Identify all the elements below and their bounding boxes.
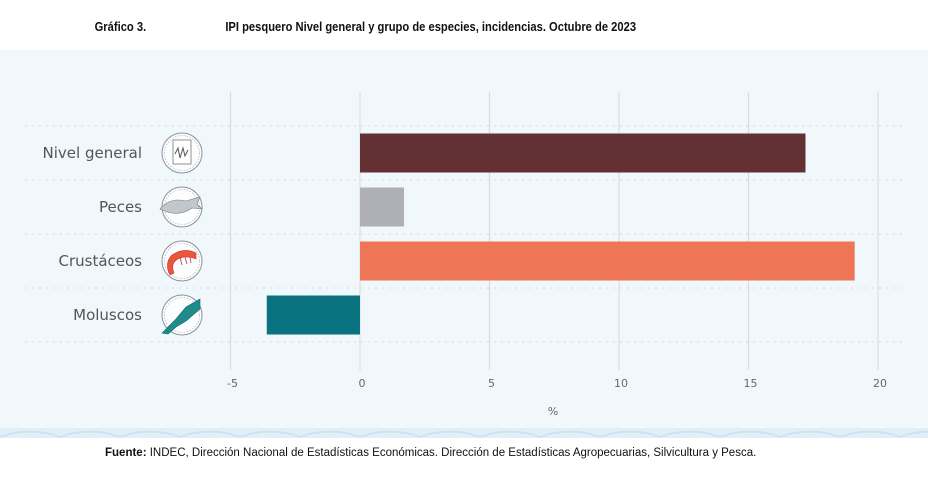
figure-number: Gráfico 3. [94,19,147,34]
source-text: INDEC, Dirección Nacional de Estadística… [146,447,757,459]
bar-peces [360,187,405,227]
shrimp-shape [167,250,197,276]
fish-shape [159,196,203,214]
shrimp-icon [161,240,203,282]
x-tick-label: 15 [744,377,758,390]
fish-icon [159,186,203,228]
chart-header: Gráfico 3. IPI pesquero Nivel general y … [0,19,798,39]
x-tick-label: 10 [614,377,628,390]
x-tick-label: 5 [488,377,495,390]
category-label: Nivel general [43,144,142,162]
bar-nivel-general [360,133,806,173]
bars [266,133,855,335]
decorative-wave [0,428,928,438]
chart-title: IPI pesquero Nivel general y grupo de es… [225,19,637,34]
squid-shape [161,298,201,335]
squid-icon [161,294,203,336]
shrimp-legs [179,256,192,266]
category-icons [159,132,203,336]
chart-document-icon [161,132,203,174]
bar-chart: Nivel general Peces Crustáceos Moluscos -5 0… [25,92,905,418]
x-tick-label: -5 [227,377,238,390]
x-axis-label: % [548,405,558,418]
icon-ring-inner [164,135,200,171]
source-note: Fuente: INDEC, Dirección Nacional de Est… [105,447,756,459]
x-tick-label: 0 [359,377,366,390]
chart-background [0,50,928,430]
icon-ring-inner [164,297,200,333]
bar-moluscos [266,295,360,335]
wave-line [174,146,189,159]
x-tick-label: 20 [873,377,887,390]
icon-ring-inner [164,243,200,279]
category-label: Crustáceos [58,252,142,270]
category-labels: Nivel general Peces Crustáceos Moluscos [43,144,143,324]
category-label: Moluscos [73,306,142,324]
category-label: Peces [99,198,142,216]
bar-crustáceos [360,241,855,281]
x-axis-ticks: -5 0 5 10 15 20 [227,377,887,390]
source-label: Fuente: [105,447,147,459]
